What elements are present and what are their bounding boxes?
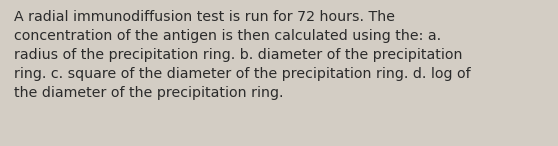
Text: A radial immunodiffusion test is run for 72 hours. The
concentration of the anti: A radial immunodiffusion test is run for… [14, 10, 470, 100]
